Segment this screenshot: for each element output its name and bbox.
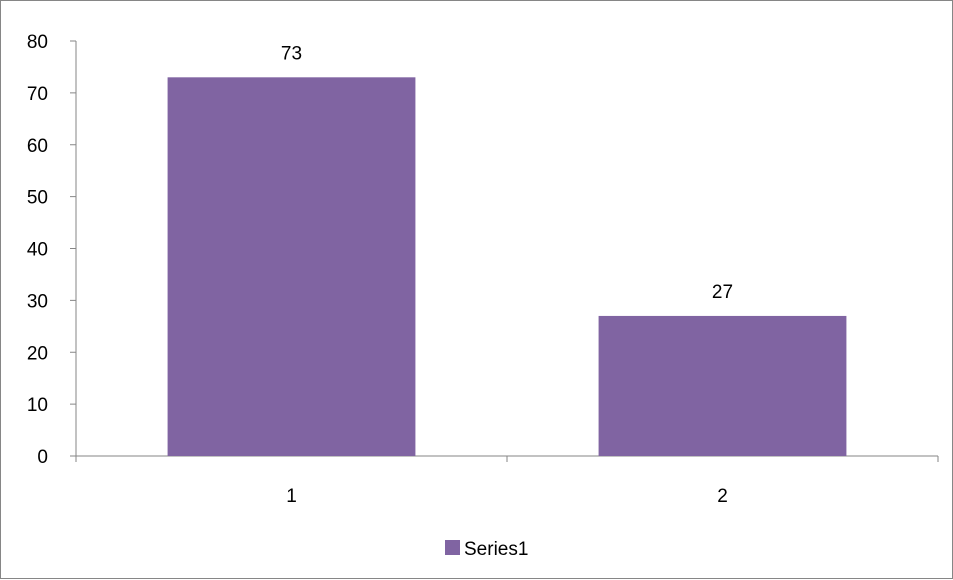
y-tick-label: 80 (27, 32, 48, 53)
bar-2 (598, 315, 847, 456)
data-label-2: 27 (712, 282, 733, 303)
legend: Series1 (445, 539, 528, 560)
legend-swatch (445, 540, 460, 555)
y-tick-label: 30 (27, 291, 48, 312)
y-tick-label: 50 (27, 188, 48, 209)
x-tick-label: 2 (717, 486, 728, 507)
data-label-1: 73 (281, 43, 302, 64)
y-tick-label: 60 (27, 136, 48, 157)
bar-1 (167, 77, 416, 456)
y-tick-label: 0 (37, 447, 48, 468)
bars (167, 77, 847, 456)
legend-label: Series1 (464, 539, 528, 560)
y-axis: 0 10 20 30 40 50 60 70 80 (27, 32, 77, 468)
x-tick-label: 1 (286, 486, 297, 507)
data-labels: 73 27 (281, 43, 733, 303)
y-tick-label: 10 (27, 395, 48, 416)
y-tick-label: 20 (27, 343, 48, 364)
y-tick-label: 40 (27, 240, 48, 261)
y-tick-label: 70 (27, 84, 48, 105)
